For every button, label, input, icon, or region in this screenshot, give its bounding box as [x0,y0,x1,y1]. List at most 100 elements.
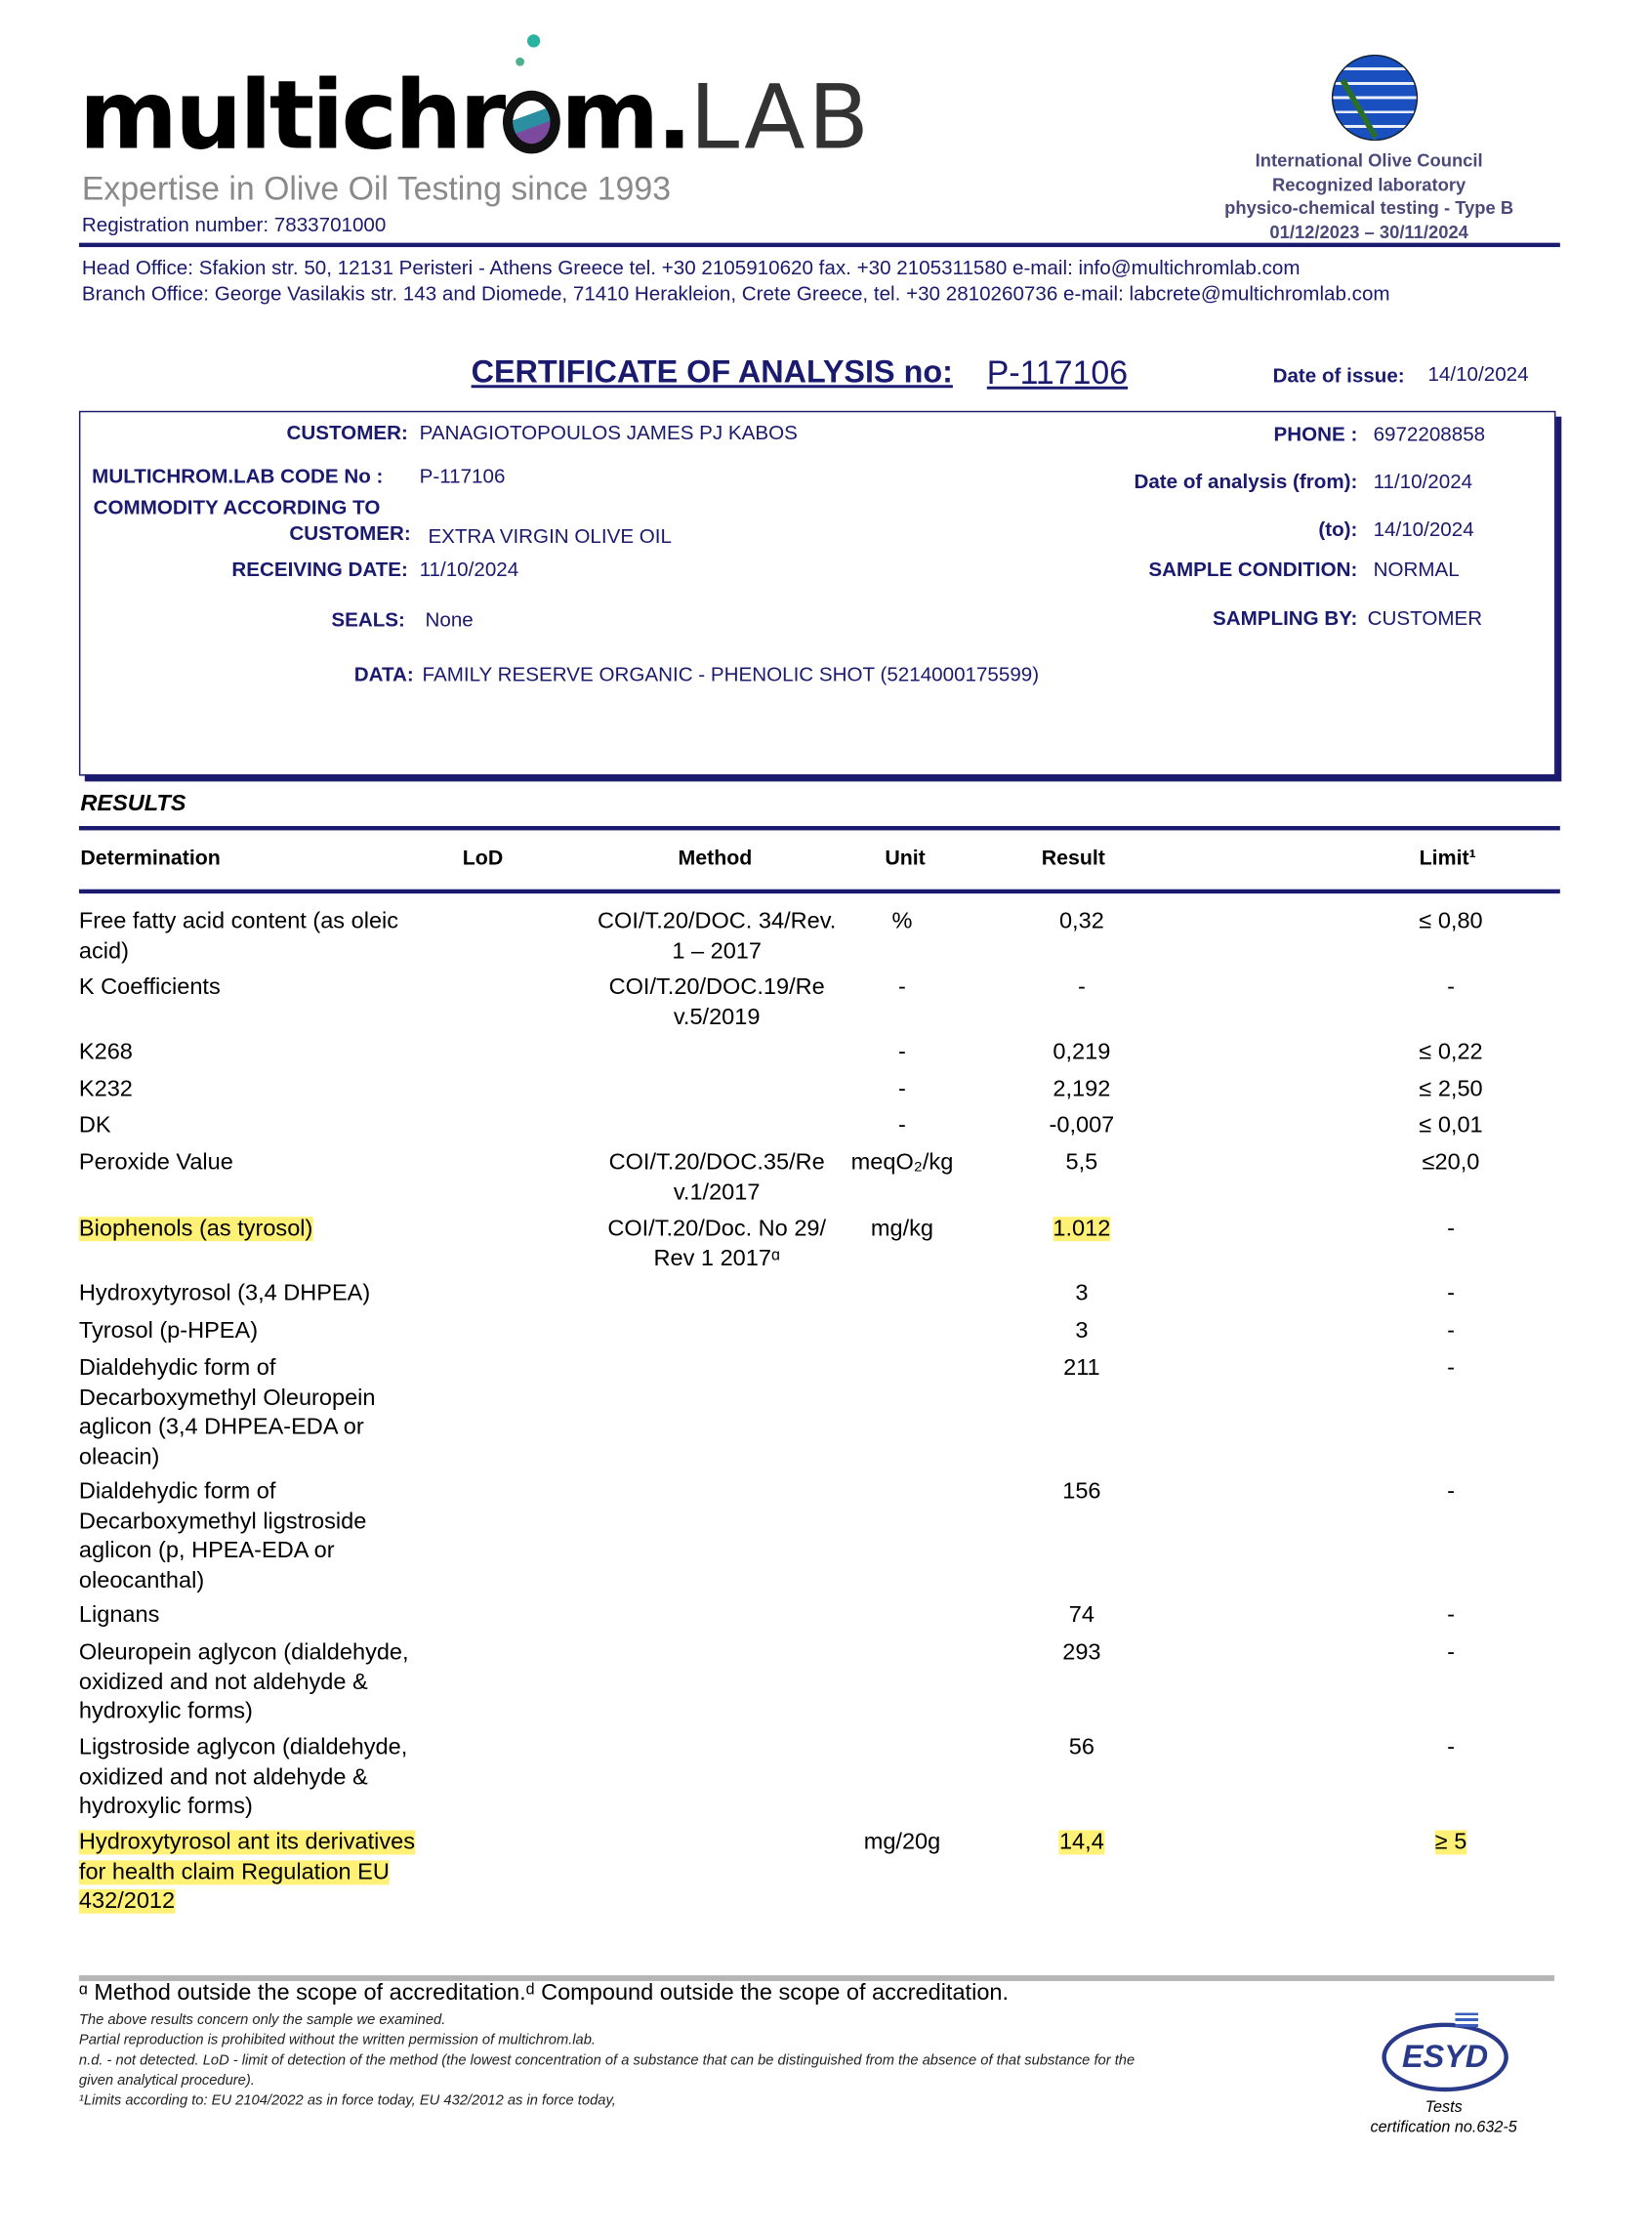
logo-text: multichr [78,60,506,172]
ioc-line: physico-chemical testing - Type B [1224,198,1514,219]
result-cell-text: 2,192 [1053,1077,1111,1102]
unit-cell: - [845,1112,960,1141]
commodity-value: EXTRA VIRGIN OLIVE OIL [428,524,672,548]
result-cell: 211 [1006,1354,1158,1384]
method-cell: COI/T.20/DOC.19/Re v.5/2019 [597,974,838,1033]
limit-cell: ≤ 0,01 [1379,1112,1522,1141]
determination-cell: Oleuropein aglycon (dialdehyde, oxidized… [79,1639,438,1727]
ioc-line: 01/12/2023 – 30/11/2024 [1269,222,1468,242]
esyd-caption-2: certification no.632-5 [1370,2119,1517,2136]
result-cell-text: 74 [1068,1602,1094,1628]
determination-cell-text: Biophenols (as tyrosol) [78,1217,313,1242]
determination-cell-text: Peroxide Value [78,1150,233,1176]
unit-cell: meqO₂/kg [845,1149,960,1179]
result-cell-text: 3 [1075,1281,1089,1306]
analysis-to: 14/10/2024 [1373,517,1474,541]
unit-cell-text: mg/20g [863,1830,941,1855]
logo-text-m: m. [560,60,692,172]
determination-cell-text: Tyrosol (p-HPEA) [78,1318,259,1344]
header-divider [78,242,1560,247]
result-cell-text: -0,007 [1049,1113,1115,1138]
data-label: DATA: [353,662,414,685]
analysis-to-label: (to): [1318,517,1358,541]
branch-office: Branch Office: George Vasilakis str. 143… [81,281,1390,305]
footer-note: given analytical procedure). [78,2073,255,2089]
results-heading: RESULTS [80,791,186,816]
unit-cell: % [845,908,960,937]
limit-cell: - [1379,1216,1522,1245]
issue-date: 14/10/2024 [1427,361,1529,386]
method-cell-text: COI/T.20/DOC.19/Re v.5/2019 [608,975,825,1030]
limit-cell-text: - [1447,1217,1455,1242]
result-cell-text: 56 [1068,1735,1094,1760]
limit-cell: - [1379,1280,1522,1309]
result-cell: 1.012 [1006,1216,1158,1245]
method-cell: COI/T.20/DOC. 34/Rev. 1 – 2017 [597,908,838,967]
esyd-logo: ESYD [1382,2012,1508,2092]
determination-cell: K Coefficients [79,974,438,1004]
determination-cell: Free fatty acid content (as oleic acid) [79,908,438,967]
certificate-title: CERTIFICATE OF ANALYSIS no: [471,352,953,390]
unit-cell-text: % [891,909,913,934]
code-label: MULTICHROM.LAB CODE No : [92,464,384,487]
limit-cell-text: - [1447,1735,1455,1760]
determination-cell-text: Ligstroside aglycon (dialdehyde, oxidize… [78,1735,408,1819]
determination-cell: Dialdehydic form of Decarboxymethyl ligs… [79,1478,438,1596]
determination-cell: Lignans [79,1601,438,1631]
result-cell: 2,192 [1006,1076,1158,1105]
result-cell-text: 14,4 [1058,1830,1104,1855]
determination-cell: Hydroxytyrosol ant its derivatives for h… [78,1829,438,1917]
limit-cell-text: - [1447,1640,1455,1666]
result-cell-text: 211 [1063,1355,1100,1381]
commodity-label-2: CUSTOMER: [289,521,411,545]
determination-cell: Dialdehydic form of Decarboxymethyl Oleu… [79,1354,438,1472]
commodity-label: COMMODITY ACCORDING TO [93,495,381,519]
footer-note: Partial reproduction is prohibited witho… [78,2032,597,2049]
data-value: FAMILY RESERVE ORGANIC - PHENOLIC SHOT (… [422,662,1040,685]
determination-cell: Ligstroside aglycon (dialdehyde, oxidize… [79,1734,438,1822]
result-cell: -0,007 [1006,1112,1158,1141]
logo-lab: LAB [689,64,873,170]
customer-label: CUSTOMER: [286,421,408,444]
head-office: Head Office: Sfakion str. 50, 12131 Peri… [81,255,1301,279]
determination-cell: Peroxide Value [79,1149,438,1179]
limit-cell-text: - [1447,975,1455,1001]
flask-icon [503,34,561,154]
footer-note: n.d. - not detected. LoD - limit of dete… [78,2052,1136,2069]
limit-cell: - [1379,1478,1522,1508]
limit-cell-text: - [1447,1479,1455,1505]
col-method: Method [678,848,753,871]
limit-cell: ≥ 5 [1379,1829,1522,1858]
determination-cell: K232 [79,1076,438,1105]
determination-cell: Hydroxytyrosol (3,4 DHPEA) [79,1280,438,1309]
determination-cell-text: Dialdehydic form of Decarboxymethyl Oleu… [78,1355,376,1469]
determination-cell-text: Oleuropein aglycon (dialdehyde, oxidized… [78,1640,409,1724]
limit-cell-text: ≤ 0,80 [1419,909,1483,934]
determination-cell: DK [79,1112,438,1141]
limit-cell: - [1379,1317,1522,1346]
determination-cell: Tyrosol (p-HPEA) [79,1317,438,1346]
ioc-recognition: International Olive Council Recognized l… [1207,149,1532,244]
unit-cell-text: meqO₂/kg [850,1150,954,1176]
certificate-number: P-117106 [986,352,1129,392]
unit-cell: - [845,1039,960,1068]
determination-cell-text: Free fatty acid content (as oleic acid) [78,909,399,964]
unit-cell: mg/kg [845,1216,960,1245]
limit-cell: ≤ 2,50 [1379,1076,1522,1105]
tagline: Expertise in Olive Oil Testing since 199… [81,169,672,207]
limit-cell: - [1379,1601,1522,1631]
seals-label: SEALS: [331,607,405,631]
limit-cell: - [1379,1354,1522,1384]
limit-cell-text: - [1447,1602,1455,1628]
determination-cell-text: Lignans [78,1602,160,1628]
col-result: Result [1041,848,1105,871]
customer-value: PANAGIOTOPOULOS JAMES PJ KABOS [419,421,798,444]
result-cell: 3 [1006,1280,1158,1309]
sample-condition: NORMAL [1373,557,1460,581]
result-cell: 5,5 [1006,1149,1158,1179]
unit-cell: - [845,974,960,1004]
limit-cell-text: ≥ 5 [1434,1830,1467,1855]
unit-cell-text: - [898,1113,906,1138]
unit-cell: mg/20g [845,1829,960,1858]
